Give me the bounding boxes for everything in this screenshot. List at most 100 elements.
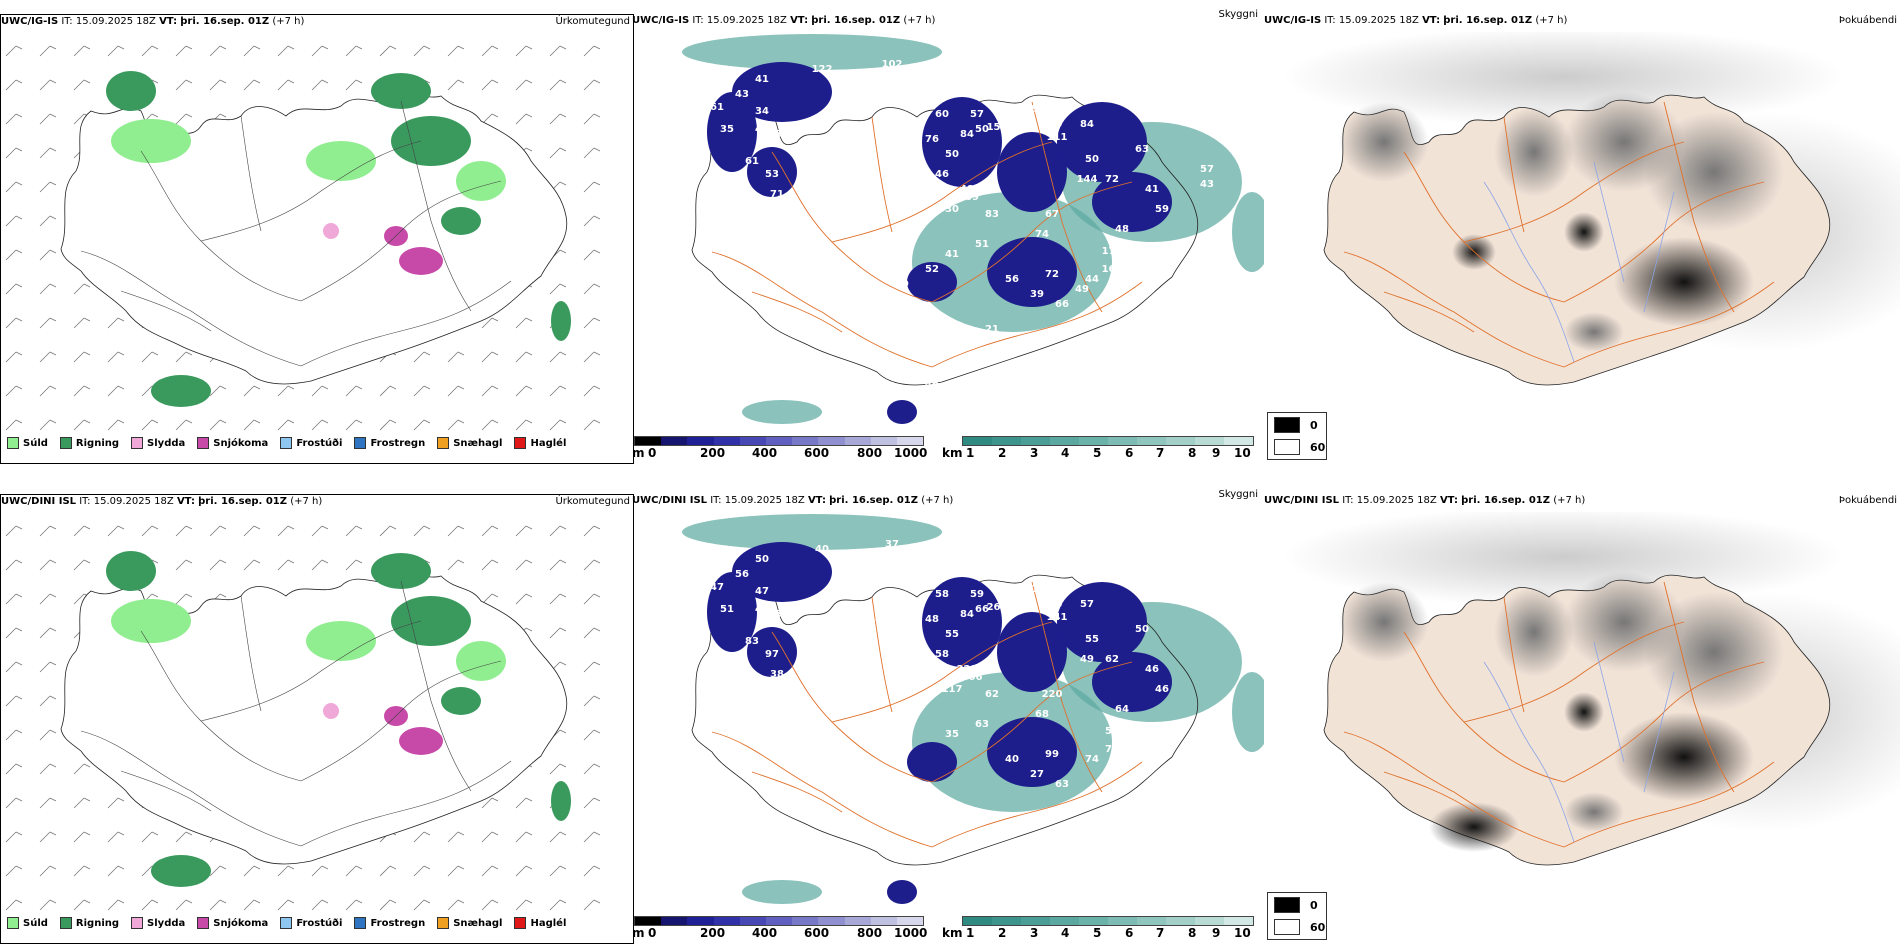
visibility-unit: km bbox=[942, 446, 963, 460]
legend-item-suld: Súld bbox=[7, 437, 48, 449]
legend-item-frostudi: Frostúði bbox=[280, 437, 342, 449]
cloud-base-label: 38 bbox=[770, 669, 784, 680]
cloud-base-label: 34 bbox=[755, 106, 769, 117]
legend-item-slydda: Slydda bbox=[131, 437, 185, 449]
cloud-base-label: 50 bbox=[1135, 624, 1149, 635]
cloud-base-label: 49 bbox=[1080, 654, 1094, 665]
legend-item-snjokoma: Snjókoma bbox=[197, 917, 268, 929]
cloud-base-label: 153 bbox=[987, 122, 1008, 133]
legend-item-suld: Súld bbox=[7, 917, 48, 929]
visibility-tick: 9 bbox=[1212, 446, 1221, 460]
cloud-base-label: 99 bbox=[1045, 749, 1059, 760]
cloud-base-label: 40 bbox=[1005, 754, 1019, 765]
legend-item-snjokoma: Snjókoma bbox=[197, 437, 268, 449]
fog-map bbox=[1264, 32, 1900, 422]
cloud-base-label: 27 bbox=[1030, 769, 1044, 780]
cloud-base-label: 39 bbox=[1030, 289, 1044, 300]
cloud-base-label: 21 bbox=[985, 324, 999, 335]
height-tick: 600 bbox=[804, 446, 830, 460]
panel-title: Úrkomutegund bbox=[555, 16, 630, 27]
legend-item-frostregn: Frostregn bbox=[354, 917, 425, 929]
cloud-base-label: 78 bbox=[875, 134, 889, 145]
visibility-tick: 8 bbox=[1188, 926, 1197, 940]
visibility-tick: 10 bbox=[1234, 926, 1251, 940]
panel-title: Skyggni bbox=[1218, 9, 1258, 20]
visibility-tick: 4 bbox=[1061, 446, 1070, 460]
cloud-base-label: 50 bbox=[755, 554, 769, 565]
cloud-base-label: 66 bbox=[975, 604, 989, 615]
visibility-colorbar: km 1 2 3 4 5 6 7 8 9 10 bbox=[942, 916, 1254, 942]
visibility-tick: 5 bbox=[1093, 446, 1102, 460]
cloud-base-label: 60 bbox=[935, 109, 949, 120]
cloud-base-label: 220 bbox=[1042, 689, 1063, 700]
panel-title: Skyggni bbox=[1218, 489, 1258, 500]
cloud-base-label: 61 bbox=[710, 102, 724, 113]
cloud-base-label: 35 bbox=[945, 729, 959, 740]
cloud-base-label: 46 bbox=[925, 379, 939, 390]
precip-areas bbox=[106, 551, 571, 887]
visibility-tick: 7 bbox=[1156, 446, 1165, 460]
legend-item-rigning: Rigning bbox=[59, 917, 119, 929]
cloud-base-label: 89 bbox=[895, 279, 909, 290]
fog-panel-top: UWC/IG-IS IT: 15.09.2025 18Z VT: þri. 16… bbox=[1264, 14, 1900, 462]
cloud-base-label: 57 bbox=[970, 109, 984, 120]
cloud-base-label: 53 bbox=[765, 169, 779, 180]
cloud-base-label: 69 bbox=[965, 192, 979, 203]
river-lines bbox=[1483, 161, 1675, 363]
cloud-base-label: 30 bbox=[865, 562, 879, 573]
cloud-base-label: 50 bbox=[1105, 726, 1119, 737]
cloud-base-label: 43 bbox=[1200, 179, 1214, 190]
cloud-base-label: 97 bbox=[765, 649, 779, 660]
legend-item-snaehagl: Snæhagl bbox=[437, 437, 502, 449]
cloud-base-label: 63 bbox=[1055, 779, 1069, 790]
cloud-base-label: 102 bbox=[882, 59, 903, 70]
cloud-base-label: 61 bbox=[745, 156, 759, 167]
cloud-base-label: 139 bbox=[1042, 119, 1063, 130]
height-tick: 1000 bbox=[894, 446, 928, 460]
legend-item-frostregn: Frostregn bbox=[354, 437, 425, 449]
cloud-base-label: 47 bbox=[875, 614, 889, 625]
visibility-colorbar-swatches bbox=[962, 436, 1254, 446]
cloud-base-label: 47 bbox=[710, 582, 724, 593]
cloud-base-label: 64 bbox=[1115, 704, 1129, 715]
river-lines bbox=[1483, 641, 1675, 843]
cloud-base-label: 52 bbox=[925, 264, 939, 275]
cloud-base-label: 50 bbox=[945, 149, 959, 160]
road-lines bbox=[80, 580, 512, 847]
legend-item-frostudi: Frostúði bbox=[280, 917, 342, 929]
cloud-base-label: 44 bbox=[1085, 274, 1099, 285]
fog-legend: 0 60 bbox=[1267, 892, 1327, 940]
visibility-tick: 2 bbox=[998, 926, 1007, 940]
cloud-base-label: 48 bbox=[960, 184, 974, 195]
cloud-base-label: 59 bbox=[1155, 204, 1169, 215]
cloud-base-label: 46 bbox=[1145, 664, 1159, 675]
cloud-base-label: 51 bbox=[720, 604, 734, 615]
cloud-base-label: 56 bbox=[735, 569, 749, 580]
cloud-base-label: 58 bbox=[935, 589, 949, 600]
cloud-base-areas bbox=[707, 62, 1172, 424]
cloud-base-label: 57 bbox=[1200, 164, 1214, 175]
cloud-base-label: 41 bbox=[1145, 184, 1159, 195]
cloud-base-label: 41 bbox=[755, 74, 769, 85]
cloud-base-areas bbox=[707, 542, 1172, 904]
panel-title: Úrkomutegund bbox=[555, 496, 630, 507]
cloud-base-label: 77 bbox=[1105, 744, 1119, 755]
height-tick: 600 bbox=[804, 926, 830, 940]
height-tick: 400 bbox=[752, 926, 778, 940]
visibility-tick: 2 bbox=[998, 446, 1007, 460]
height-colorbar: m 0 200 400 600 800 1000 bbox=[632, 916, 932, 942]
legend-item-snaehagl: Snæhagl bbox=[437, 917, 502, 929]
height-unit: m bbox=[632, 446, 645, 460]
cloud-base-label: 41 bbox=[945, 249, 959, 260]
precip-map bbox=[5, 45, 601, 431]
height-tick: 200 bbox=[700, 926, 726, 940]
legend-item-rigning: Rigning bbox=[59, 437, 119, 449]
cloud-base-label: 74 bbox=[1085, 754, 1099, 765]
precip-panel-top: UWC/IG-IS IT: 15.09.2025 18Z VT: þri. 16… bbox=[0, 14, 634, 464]
cloud-base-label: 84 bbox=[960, 609, 974, 620]
cloud-base-label: 141 bbox=[1047, 612, 1068, 623]
height-colorbar-swatches bbox=[634, 916, 924, 926]
precip-panel-bottom: UWC/DINI ISL IT: 15.09.2025 18Z VT: þri.… bbox=[0, 494, 634, 944]
road-lines bbox=[711, 581, 1143, 848]
visibility-tick: 9 bbox=[1212, 926, 1221, 940]
